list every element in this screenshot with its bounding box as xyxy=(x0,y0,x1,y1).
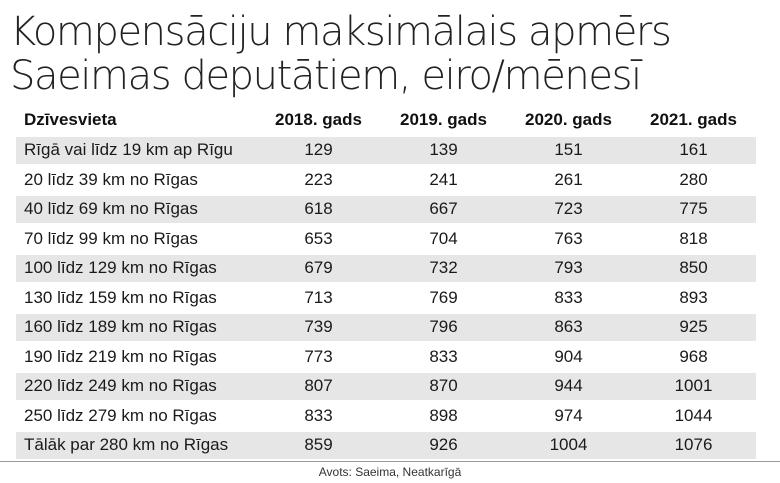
footer-divider xyxy=(0,461,780,462)
table-cell-2021: 280 xyxy=(631,163,756,195)
table-cell-2018: 833 xyxy=(256,399,381,431)
compensation-table: Dzīvesvieta 2018. gads 2019. gads 2020. … xyxy=(16,106,756,459)
table-cell-2020: 763 xyxy=(506,222,631,254)
table-cell-2020: 1004 xyxy=(506,429,631,459)
table-cell-2019: 667 xyxy=(381,193,506,224)
table-cell-residence: 70 līdz 99 km no Rīgas xyxy=(16,222,256,254)
table-cell-2020: 261 xyxy=(506,163,631,195)
table-cell-2021: 161 xyxy=(631,134,756,165)
table-cell-2018: 713 xyxy=(256,281,381,313)
table-row: 100 līdz 129 km no Rīgas 679 732 793 850 xyxy=(16,252,756,283)
table-cell-2020: 944 xyxy=(506,370,631,401)
table-row: 250 līdz 279 km no Rīgas 833 898 974 1044 xyxy=(16,399,756,431)
table-cell-2021: 925 xyxy=(631,311,756,342)
table-cell-2019: 704 xyxy=(381,222,506,254)
table-cell-2018: 859 xyxy=(256,429,381,459)
table-cell-2019: 732 xyxy=(381,252,506,283)
column-header-2018: 2018. gads xyxy=(275,110,362,129)
table-cell-2019: 796 xyxy=(381,311,506,342)
table-cell-residence: 190 līdz 219 km no Rīgas xyxy=(16,340,256,372)
chart-title-line-1: Kompensāciju maksimālais apmērs xyxy=(10,9,672,55)
table-cell-2020: 723 xyxy=(506,193,631,224)
table-cell-2019: 241 xyxy=(381,163,506,195)
table-row: 130 līdz 159 km no Rīgas 713 769 833 893 xyxy=(16,281,756,313)
table-cell-2018: 653 xyxy=(256,222,381,254)
table-cell-2019: 833 xyxy=(381,340,506,372)
table-body: Rīgā vai līdz 19 km ap Rīgu 129 139 151 161 2… xyxy=(16,134,756,459)
table-cell-2020: 904 xyxy=(506,340,631,372)
table-cell-2019: 769 xyxy=(381,281,506,313)
table-cell-2018: 739 xyxy=(256,311,381,342)
table-cell-2019: 898 xyxy=(381,399,506,431)
table-cell-2018: 773 xyxy=(256,340,381,372)
table-header-row: Dzīvesvieta 2018. gads 2019. gads 2020. … xyxy=(16,106,756,136)
table-cell-2018: 618 xyxy=(256,193,381,224)
table-cell-2018: 223 xyxy=(256,163,381,195)
chart-title: Kompensāciju maksimālais apmērs Saeimas … xyxy=(10,10,770,98)
table-cell-2021: 968 xyxy=(631,340,756,372)
table-cell-2020: 863 xyxy=(506,311,631,342)
table-cell-residence: 40 līdz 69 km no Rīgas xyxy=(16,193,256,224)
table-cell-2020: 974 xyxy=(506,399,631,431)
table-row: 70 līdz 99 km no Rīgas 653 704 763 818 xyxy=(16,222,756,254)
table-row: 160 līdz 189 km no Rīgas 739 796 863 925 xyxy=(16,311,756,342)
table-cell-2018: 807 xyxy=(256,370,381,401)
column-header-2020: 2020. gads xyxy=(525,110,612,129)
table-cell-2021: 775 xyxy=(631,193,756,224)
table-cell-residence: Rīgā vai līdz 19 km ap Rīgu xyxy=(16,134,256,165)
table-cell-residence: Tālāk par 280 km no Rīgas xyxy=(16,429,256,459)
table-cell-residence: 20 līdz 39 km no Rīgas xyxy=(16,163,256,195)
column-header-residence: Dzīvesvieta xyxy=(24,110,117,129)
table-row: 220 līdz 249 km no Rīgas 807 870 944 1001 xyxy=(16,370,756,401)
chart-title-line-2: Saeimas deputātiem, eiro/mēnesī xyxy=(10,53,642,99)
table-cell-residence: 220 līdz 249 km no Rīgas xyxy=(16,370,256,401)
table-row: Rīgā vai līdz 19 km ap Rīgu 129 139 151 161 xyxy=(16,134,756,165)
table-row: 40 līdz 69 km no Rīgas 618 667 723 775 xyxy=(16,193,756,224)
table-cell-2021: 818 xyxy=(631,222,756,254)
table-cell-2021: 893 xyxy=(631,281,756,313)
table-cell-2021: 1001 xyxy=(631,370,756,401)
table-cell-2020: 793 xyxy=(506,252,631,283)
column-header-2021: 2021. gads xyxy=(650,110,737,129)
table-cell-residence: 100 līdz 129 km no Rīgas xyxy=(16,252,256,283)
table-row: Tālāk par 280 km no Rīgas 859 926 1004 1076 xyxy=(16,429,756,459)
table-cell-2019: 926 xyxy=(381,429,506,459)
table-cell-2018: 679 xyxy=(256,252,381,283)
table-row: 20 līdz 39 km no Rīgas 223 241 261 280 xyxy=(16,163,756,195)
table-cell-residence: 250 līdz 279 km no Rīgas xyxy=(16,399,256,431)
table-cell-2019: 139 xyxy=(381,134,506,165)
table-cell-2020: 151 xyxy=(506,134,631,165)
table-cell-2021: 1044 xyxy=(631,399,756,431)
table-cell-2021: 1076 xyxy=(631,429,756,459)
table-cell-residence: 130 līdz 159 km no Rīgas xyxy=(16,281,256,313)
table-cell-2018: 129 xyxy=(256,134,381,165)
table-cell-residence: 160 līdz 189 km no Rīgas xyxy=(16,311,256,342)
table-cell-2019: 870 xyxy=(381,370,506,401)
table-cell-2021: 850 xyxy=(631,252,756,283)
source-note: Avots: Saeima, Neatkarīgā xyxy=(318,465,462,479)
column-header-2019: 2019. gads xyxy=(400,110,487,129)
table-row: 190 līdz 219 km no Rīgas 773 833 904 968 xyxy=(16,340,756,372)
table-cell-2020: 833 xyxy=(506,281,631,313)
